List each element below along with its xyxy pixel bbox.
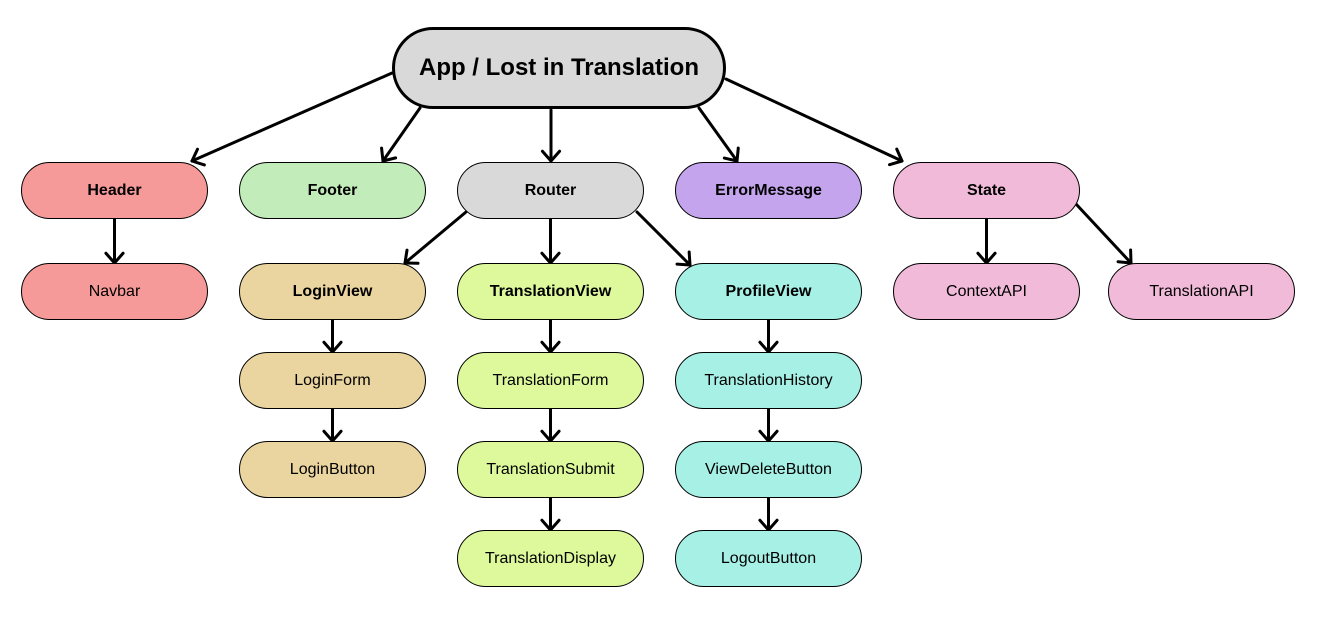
node-translation-form: TranslationForm: [457, 352, 644, 409]
node-translation-history: TranslationHistory: [675, 352, 862, 409]
edge-translationsubmit-translationdisplay: [540, 496, 561, 532]
node-profile-view: ProfileView: [675, 263, 862, 320]
node-navbar: Navbar: [21, 263, 208, 320]
node-login-form: LoginForm: [239, 352, 426, 409]
node-state: State: [893, 162, 1080, 219]
edge-translationview-translationform: [540, 318, 561, 354]
edge-router-profileview: [635, 210, 692, 267]
node-router: Router: [457, 162, 644, 219]
edge-app-errormessage: [697, 106, 740, 163]
node-translation-submit: TranslationSubmit: [457, 441, 644, 498]
node-context-api: ContextAPI: [893, 263, 1080, 320]
edge-viewdeletebutton-logoutbutton: [758, 496, 779, 532]
edge-app-footer: [380, 106, 422, 163]
edge-header-navbar: [104, 217, 125, 265]
node-view-delete-button: ViewDeleteButton: [675, 441, 862, 498]
node-footer: Footer: [239, 162, 426, 219]
edge-router-translationview: [540, 217, 561, 265]
edge-router-loginview: [403, 210, 468, 265]
edge-app-router: [540, 108, 562, 163]
node-translation-api: TranslationAPI: [1108, 263, 1295, 320]
node-app: App / Lost in Translation: [392, 27, 726, 109]
node-translation-display: TranslationDisplay: [457, 530, 644, 587]
edge-state-translationapi: [1074, 202, 1133, 265]
edge-translationhistory-viewdeletebutton: [758, 407, 779, 443]
edge-app-header: [190, 71, 394, 167]
node-login-view: LoginView: [239, 263, 426, 320]
edge-loginview-loginform: [322, 318, 343, 354]
edge-translationform-translationsubmit: [540, 407, 561, 443]
edge-loginform-loginbutton: [322, 407, 343, 443]
node-error-message: ErrorMessage: [675, 162, 862, 219]
node-logout-button: LogoutButton: [675, 530, 862, 587]
edge-state-contextapi: [976, 217, 997, 265]
edge-app-state: [724, 77, 904, 167]
node-header: Header: [21, 162, 208, 219]
node-translation-view: TranslationView: [457, 263, 644, 320]
edge-profileview-translationhistory: [758, 318, 779, 354]
node-login-button: LoginButton: [239, 441, 426, 498]
